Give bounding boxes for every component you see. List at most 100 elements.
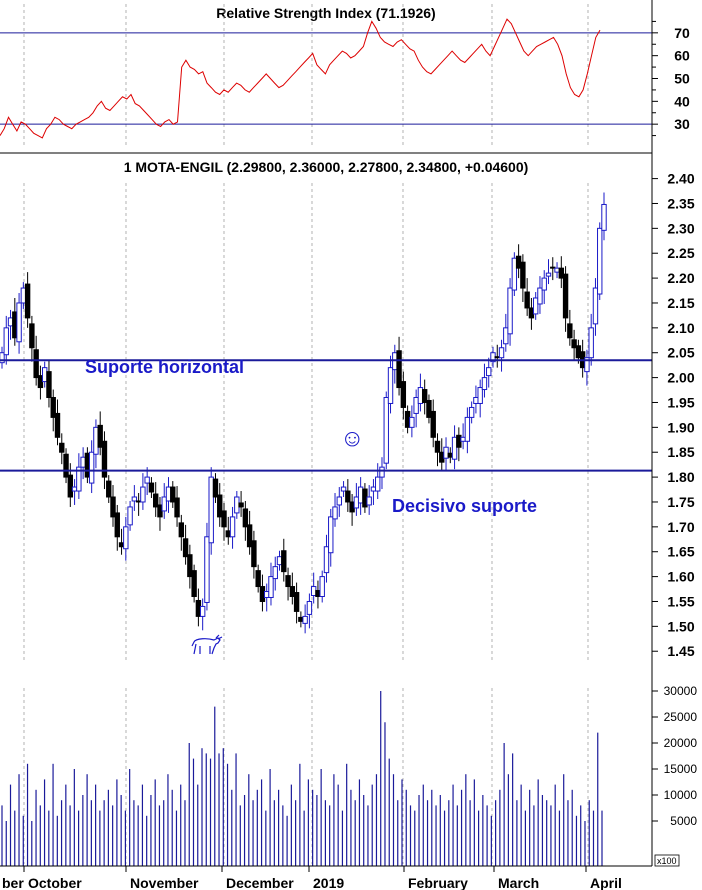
candle-107 — [456, 427, 462, 462]
candle-7 — [29, 315, 35, 362]
volume-tick-label: 30000 — [664, 684, 698, 698]
candle-75 — [319, 570, 325, 603]
candle-22 — [93, 419, 99, 469]
candle-13 — [54, 399, 61, 446]
candle-57 — [242, 500, 249, 541]
rsi-tick-label: 30 — [674, 116, 690, 132]
volume-tick-label: 20000 — [664, 736, 698, 750]
candle-131 — [558, 256, 565, 289]
price-tick-label: 1.85 — [667, 444, 694, 460]
candle-64 — [272, 556, 278, 591]
price-tick-label: 2.15 — [667, 295, 694, 311]
price-panel: 1 MOTA-ENGIL (2.29800, 2.36000, 2.27800,… — [0, 159, 695, 660]
candle-121 — [515, 244, 522, 279]
x-axis-label-5: February — [408, 875, 468, 890]
candle-63 — [268, 562, 274, 606]
candle-67 — [285, 567, 291, 601]
candle-2 — [7, 309, 14, 340]
candle-132 — [562, 266, 569, 332]
candle-44 — [187, 544, 193, 589]
candle-127 — [541, 270, 547, 304]
candle-81 — [345, 479, 351, 512]
candle-21 — [88, 440, 95, 494]
candle-123 — [524, 278, 530, 316]
price-tick-label: 1.45 — [667, 643, 694, 659]
candle-12 — [50, 389, 56, 432]
candle-38 — [161, 483, 167, 519]
candle-37 — [157, 497, 163, 531]
candle-94 — [400, 371, 407, 420]
candle-53 — [225, 516, 231, 545]
price-tick-label: 1.65 — [667, 544, 694, 560]
candle-11 — [46, 359, 52, 408]
price-tick-label: 1.90 — [667, 419, 694, 435]
candle-133 — [567, 309, 573, 346]
candle-83 — [353, 483, 360, 516]
x-axis-label-0: ber — [2, 875, 24, 890]
candle-36 — [153, 482, 159, 517]
candle-138 — [588, 313, 594, 366]
candle-68 — [289, 572, 296, 605]
candle-14 — [59, 433, 65, 465]
candles — [0, 192, 607, 634]
candle-17 — [71, 479, 78, 505]
price-tick-label: 1.60 — [667, 569, 694, 585]
rsi-grid — [23, 4, 589, 147]
candle-120 — [511, 252, 518, 297]
price-tick-label: 2.10 — [667, 320, 694, 336]
rsi-panel: Relative Strength Index (71.1926) 30 40 50… — [0, 4, 690, 147]
candle-119 — [507, 278, 513, 346]
volume-unit-label: x100 — [657, 856, 677, 866]
candle-15 — [63, 448, 69, 484]
candle-19 — [80, 447, 86, 480]
candle-84 — [357, 477, 364, 515]
candle-137 — [584, 349, 590, 386]
candle-23 — [97, 411, 103, 456]
candle-126 — [537, 276, 543, 314]
candle-78 — [332, 493, 338, 527]
candle-26 — [110, 485, 116, 527]
candle-130 — [554, 262, 560, 279]
price-grid — [23, 183, 589, 660]
candle-51 — [217, 483, 223, 527]
candle-66 — [281, 538, 287, 582]
candle-59 — [251, 530, 257, 579]
candle-43 — [182, 524, 189, 565]
candle-118 — [503, 313, 509, 352]
candle-114 — [486, 357, 492, 388]
candle-28 — [118, 528, 125, 555]
candle-134 — [571, 329, 577, 360]
bull-icon — [191, 634, 223, 655]
candle-136 — [579, 339, 586, 378]
candle-76 — [323, 534, 330, 583]
price-tick-label: 2.00 — [667, 370, 694, 386]
candle-88 — [375, 463, 381, 499]
candle-91 — [387, 355, 394, 414]
rsi-tick-label: 40 — [674, 93, 690, 109]
candle-139 — [592, 278, 599, 336]
price-tick-label: 1.70 — [667, 519, 694, 535]
candle-25 — [106, 475, 112, 503]
rsi-tick-label: 60 — [674, 48, 690, 64]
candle-45 — [191, 564, 197, 603]
candle-56 — [238, 491, 244, 517]
candle-100 — [426, 394, 432, 424]
candle-117 — [498, 339, 505, 372]
candle-18 — [76, 453, 82, 499]
candle-24 — [101, 431, 108, 490]
price-tick-label: 2.05 — [667, 345, 694, 361]
candle-9 — [37, 365, 44, 400]
candle-93 — [396, 336, 402, 396]
x-axis-label-2: November — [130, 875, 199, 890]
candle-52 — [221, 502, 227, 541]
candle-65 — [276, 550, 283, 571]
candle-109 — [464, 407, 471, 454]
candle-3 — [12, 298, 18, 346]
candle-58 — [246, 510, 253, 555]
candle-141 — [601, 192, 607, 241]
candle-79 — [336, 487, 342, 517]
volume-panel: 5000 10000 15000 20000 25000 30000 x100 ber Oc… — [1, 684, 698, 890]
candle-110 — [468, 401, 475, 424]
price-tick-label: 1.75 — [667, 494, 694, 510]
candle-42 — [178, 514, 185, 551]
